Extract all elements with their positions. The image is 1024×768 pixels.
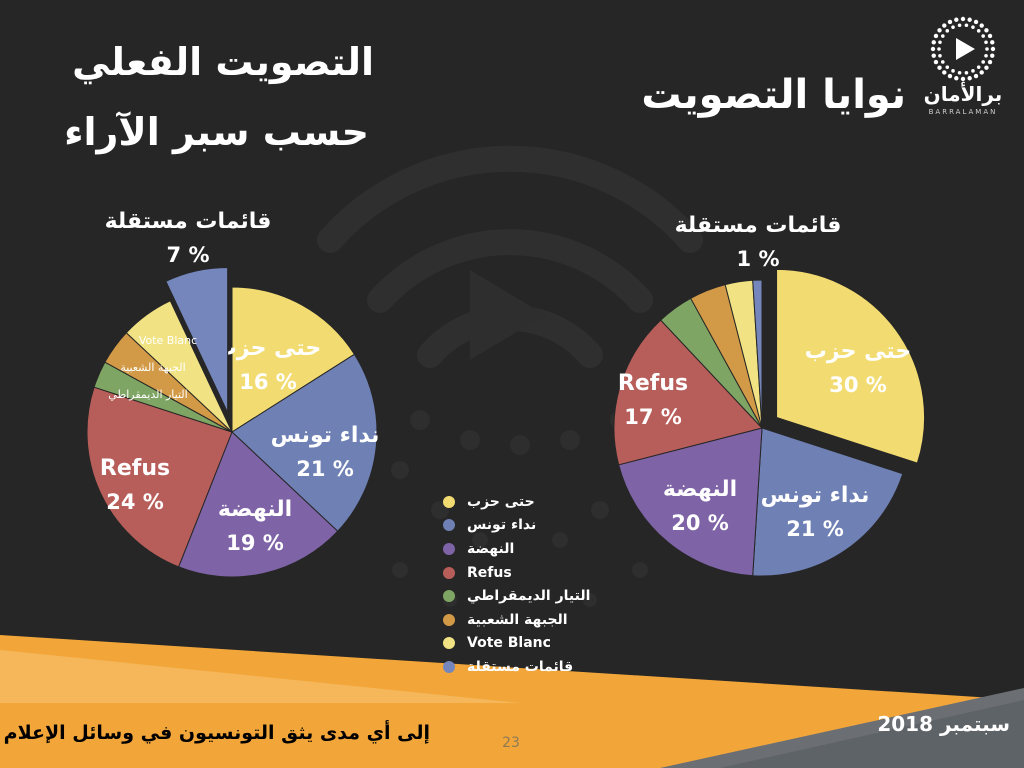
slice-name-label: حتى حزب [215,336,321,361]
slice-name-label: Refus [100,456,170,481]
pie-slice-النهضة [177,431,339,578]
legend-swatch [443,590,455,603]
slice-small-label: الجبهة الشعبية [120,361,185,374]
legend-swatch [443,542,455,555]
slice-name-label: Refus [618,371,688,396]
pie-chart-actual-vote: حتى حزب 16 % نداء تونس 21 %النهضة 19 % Refus 2… [86,209,380,578]
legend-item: الجبهة الشعبية [443,608,613,632]
pie-slice-حتى-حزب [776,268,926,464]
legend-item: النهضة [443,537,613,561]
pie-slice-refus [613,319,763,466]
slice-value-label: 1 % [737,247,780,271]
pie-slice-قائمات-مستقلة [752,279,763,429]
slice-value-label: 30 % [829,373,887,397]
legend-item: نداء تونس [443,514,613,538]
slice-small-label: التيار الديمقراطي [108,388,187,401]
slice-name-label: قائمات مستقلة [105,209,272,234]
slice-name-label: قائمات مستقلة [675,213,842,238]
legend: حتى حزب نداء تونس النهضة Refus التيار ال… [443,490,613,679]
pie-slice-النهضة [618,427,763,577]
pie-chart-vote-intentions: حتى حزب 30 % نداء تونس 21 % النهضة 20 % Refus 1… [613,213,926,577]
pie-slice-نداء-تونس [231,353,378,532]
logo-name: برالأمان [923,82,1003,106]
footer-orange-band [0,635,1024,768]
legend-swatch [443,519,455,532]
slice-value-label: 21 % [786,517,844,541]
slice-value-label: 16 % [239,370,297,394]
legend-swatch [443,566,455,579]
slice-name-label: النهضة [218,497,292,522]
slice-value-label: 20 % [671,511,729,535]
slice-name-label: النهضة [663,477,737,502]
legend-label: Vote Blanc [467,635,551,652]
legend-item: قائمات مستقلة [443,655,613,679]
legend-label: قائمات مستقلة [467,658,574,675]
footer-gray-band-2 [720,700,1024,768]
legend-swatch [443,660,455,673]
pie-slice-refus [86,386,233,568]
page-number: 23 [502,735,520,751]
legend-item: التيار الديمقراطي [443,584,613,608]
legend-label: نداء تونس [467,517,537,534]
brand-logo: برالأمان BARRALAMAN [920,16,1006,126]
title-actual-vote-line1: التصويت الفعلي [72,40,374,84]
title-vote-intentions: نوايا التصويت [641,72,906,118]
logo-subtitle: BARRALAMAN [928,108,998,116]
slice-value-label: 21 % [296,457,354,481]
pie-slice-حتى-حزب [231,286,356,433]
footer-date: سبتمبر 2018 [877,712,1010,736]
logo-play-icon [930,16,996,82]
legend-label: النهضة [467,540,515,557]
legend-swatch [443,495,455,508]
slice-small-label: Vote Blanc [139,334,197,347]
slice-name-label: نداء تونس [271,423,380,448]
legend-swatch [443,637,455,650]
title-actual-vote-line2: حسب سبر الآراء [64,110,369,154]
slice-value-label: 19 % [226,531,284,555]
pie-slice-نداء-تونس [752,427,904,577]
footer-question: إلى أي مدى يثق التونسيون في وسائل الإعلا… [0,722,430,744]
legend-item: حتى حزب [443,490,613,514]
legend-item: Refus [443,561,613,585]
legend-label: الجبهة الشعبية [467,611,568,628]
watermark-play-icon [470,270,545,360]
legend-label: Refus [467,564,512,581]
slice-value-label: 7 % [167,243,210,267]
footer-light-band [0,650,520,703]
slice-value-label: 17 % [624,405,682,429]
slice-name-label: حتى حزب [805,339,911,364]
slice-name-label: نداء تونس [761,483,870,508]
pie-slice-vote-blanc [125,300,233,433]
legend-label: حتى حزب [467,493,535,510]
legend-item: Vote Blanc [443,632,613,656]
slice-value-label: 24 % [106,490,164,514]
legend-swatch [443,613,455,626]
pie-slice-قائمات-مستقلة [165,266,229,413]
legend-label: التيار الديمقراطي [467,588,591,605]
